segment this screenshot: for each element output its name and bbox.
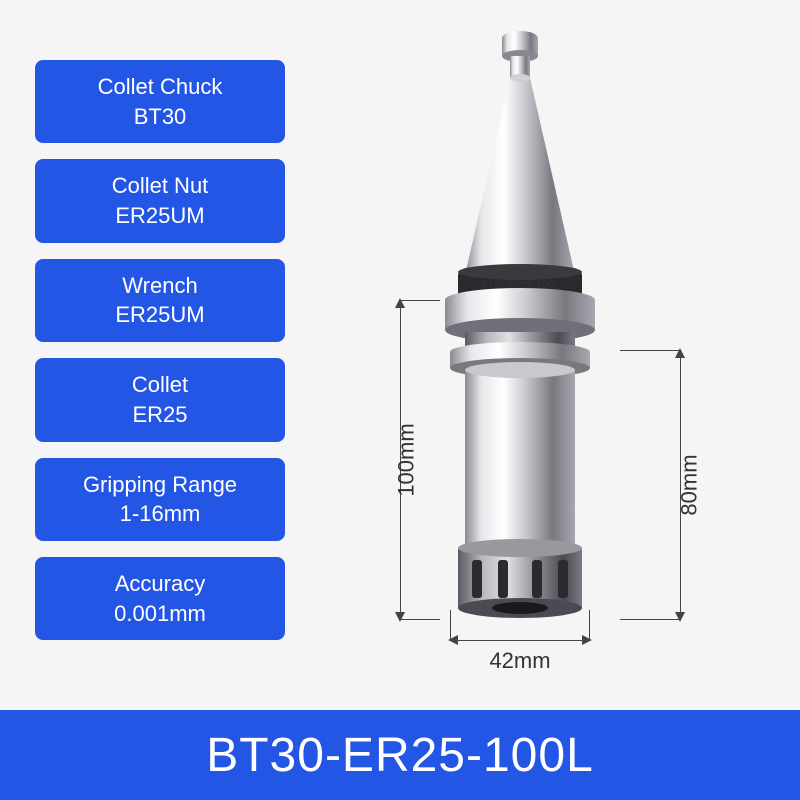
dimension-label: 100mm: [394, 423, 420, 496]
spec-collet: Collet ER25: [35, 358, 285, 441]
dimension-label: 80mm: [676, 454, 702, 515]
spec-value: 1-16mm: [35, 499, 285, 529]
spec-title: Accuracy: [35, 569, 285, 599]
spec-list: Collet Chuck BT30 Collet Nut ER25UM Wren…: [35, 60, 285, 640]
spec-value: 0.001mm: [35, 599, 285, 629]
spec-value: BT30: [35, 102, 285, 132]
spec-title: Collet Nut: [35, 171, 285, 201]
spec-gripping-range: Gripping Range 1-16mm: [35, 458, 285, 541]
spec-accuracy: Accuracy 0.001mm: [35, 557, 285, 640]
dimension-80mm: 80mm: [670, 350, 690, 620]
spec-collet-nut: Collet Nut ER25UM: [35, 159, 285, 242]
dimension-42mm: 42mm: [450, 630, 590, 670]
spec-value: ER25UM: [35, 201, 285, 231]
model-number: BT30-ER25-100L: [206, 728, 594, 783]
spec-title: Collet: [35, 370, 285, 400]
dimension-100mm: 100mm: [390, 300, 410, 620]
spec-value: ER25UM: [35, 300, 285, 330]
collet-chuck-illustration: BT30-ER25-100L: [410, 20, 630, 640]
spec-title: Gripping Range: [35, 470, 285, 500]
spec-collet-chuck: Collet Chuck BT30: [35, 60, 285, 143]
product-diagram: BT30-ER25-100L 100mm: [350, 20, 780, 700]
model-banner: BT30-ER25-100L: [0, 710, 800, 800]
spec-title: Wrench: [35, 271, 285, 301]
dimension-label: 42mm: [489, 648, 550, 674]
spec-value: ER25: [35, 400, 285, 430]
spec-wrench: Wrench ER25UM: [35, 259, 285, 342]
spec-title: Collet Chuck: [35, 72, 285, 102]
